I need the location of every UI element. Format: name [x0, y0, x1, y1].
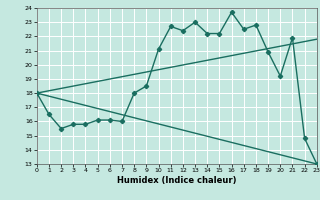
X-axis label: Humidex (Indice chaleur): Humidex (Indice chaleur): [117, 176, 236, 185]
